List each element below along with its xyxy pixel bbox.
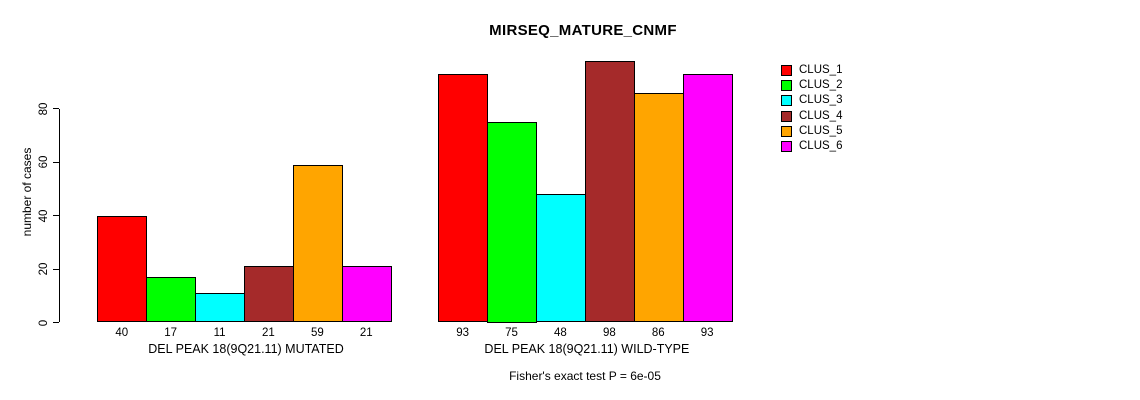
legend-item: CLUS_5 [781,124,843,137]
y-axis-tick-label: 40 [38,209,50,223]
legend-swatch-icon [781,95,792,107]
bar-clus_5 [292,164,343,323]
x-axis-group-label: DEL PEAK 18(9Q21.11) WILD-TYPE [484,342,690,356]
bar-value-label: 48 [554,327,567,339]
bar-clus_4 [584,60,635,323]
legend-item: CLUS_2 [781,79,843,92]
y-axis-tick-label: 0 [38,319,50,326]
legend: CLUS_1 CLUS_2 CLUS_3 CLUS_4 CLUS_5 CLUS_6 [781,64,843,156]
legend-label: CLUS_5 [799,124,843,137]
y-axis-tick [53,215,59,217]
bar-value-label: 93 [456,327,470,339]
y-axis-tick-label: 20 [38,262,50,276]
bar-value-label: 59 [310,327,324,339]
bar-value-label: 98 [602,327,616,339]
legend-swatch-icon [781,80,792,92]
bar-value-label: 11 [213,327,226,339]
bar-value-label: 21 [359,327,373,339]
bar-clus_2 [487,122,537,323]
legend-swatch-icon [781,125,792,137]
bar-clus_4 [244,266,294,323]
bar-clus_2 [146,277,197,323]
legend-swatch-icon [781,140,792,152]
y-axis-tick [53,108,59,110]
bar-clus_3 [195,293,245,323]
x-axis-group-label: DEL PEAK 18(9Q21.11) MUTATED [148,342,344,356]
chart-title: MIRSEQ_MATURE_CNMF [489,22,677,39]
bar-value-label: 40 [115,327,129,339]
bar-clus_3 [536,194,586,323]
bar-value-label: 17 [164,327,178,339]
statistical-test-caption: Fisher's exact test P = 6e-05 [509,369,661,383]
legend-item: CLUS_6 [781,139,843,152]
y-axis-tick-label: 60 [38,155,50,169]
bar-clus_1 [97,215,148,323]
legend-item: CLUS_1 [781,64,843,76]
bar-value-label: 86 [651,327,665,339]
y-axis-tick [53,322,59,323]
legend-item: CLUS_3 [781,94,843,107]
legend-swatch-icon [781,110,792,122]
bar-clus_5 [633,92,684,323]
legend-swatch-icon [781,65,792,76]
bar-value-label: 93 [700,327,714,339]
legend-label: CLUS_3 [799,94,843,107]
y-axis-line [59,108,60,323]
bar-clus_6 [341,266,392,323]
y-axis-label: number of cases [20,147,34,237]
legend-item: CLUS_4 [781,109,843,122]
bar-clus_1 [438,74,489,323]
bar-value-label: 75 [505,327,518,339]
legend-label: CLUS_1 [799,64,843,76]
legend-label: CLUS_6 [799,139,843,152]
y-axis-tick [53,268,59,270]
y-axis-tick-label: 80 [38,102,50,116]
bar-clus_6 [682,74,733,323]
legend-label: CLUS_4 [799,109,843,122]
y-axis-tick [53,161,59,163]
bar-value-label: 21 [262,327,275,339]
legend-label: CLUS_2 [799,79,843,92]
